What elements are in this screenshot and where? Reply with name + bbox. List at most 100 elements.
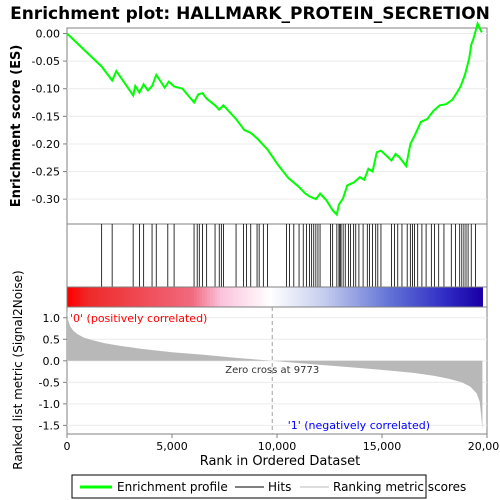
heat-bar-segment [204,287,208,307]
heat-bar-segment [311,287,315,307]
heat-bar-segment [144,287,149,307]
heat-bar-segment [381,287,385,307]
heat-bar-segment [435,287,439,307]
es-tick-label: -0.10 [32,83,60,96]
x-axis-label: Rank in Ordered Dataset [200,454,361,469]
heat-bar-segment [412,287,416,307]
legend: Enrichment profile Hits Ranking metric s… [71,474,466,499]
heat-bar-segment [230,287,234,307]
heat-bar-segment [466,287,470,307]
heat-bar-segment [318,287,323,307]
heat-bar-segment [269,287,273,307]
heat-bar-segment [150,287,154,307]
heat-bar-segment [126,287,130,307]
heat-bar-segment [98,287,102,307]
heat-bar-segment [176,287,180,307]
ranking-metric-area [67,309,483,430]
heat-bar-segment [471,287,476,307]
heat-bar-segment [100,287,104,307]
heat-bar-segment [209,287,213,307]
heat-bar-segment [82,287,86,307]
heat-bar-segment [285,287,289,307]
heat-bar-segment [279,287,284,307]
heat-bar-segment [396,287,400,307]
heat-bar-segment [474,287,478,307]
hit-markers [101,224,476,287]
heat-bar-segment [373,287,377,307]
heat-bar-segment [199,287,203,307]
heat-bar-segment [220,287,224,307]
heat-bar-segment [105,287,110,307]
heat-bar-segment [308,287,312,307]
heat-bar-segment [248,287,252,307]
heat-bar-segment [329,287,333,307]
heat-bar-segment [453,287,458,307]
es-y-axis-label: Enrichment score (ES) [9,45,24,208]
heat-bar-segment [355,287,359,307]
heat-bar-segment [137,287,141,307]
heat-bar-segment [362,287,367,307]
heat-bar-segment [124,287,128,307]
heat-bar-segment [456,287,460,307]
heat-bar-segment [407,287,411,307]
heat-bar-segment [292,287,297,307]
legend-enrichment-label: Enrichment profile [117,480,228,494]
heat-bar-segment [386,287,390,307]
heat-bar-segment [214,287,219,307]
metric-y-ticks: 1.0 0.5 0.0 -0.5 -1.0 -1.5 [39,312,67,432]
heat-bar-segment [326,287,330,307]
heat-bar-segment [430,287,434,307]
heat-bar-segment [344,287,348,307]
heat-bar-segment [79,287,84,307]
metric-tick-label: 0.5 [43,333,61,346]
heat-bar-segment [461,287,465,307]
legend-metric-label: Ranking metric scores [333,480,466,494]
heat-bar-segment [131,287,136,307]
heat-bar-segment [92,287,97,307]
heat-bar-segment [370,287,374,307]
heat-bar-segment [72,287,76,307]
x-tick-label: 0 [64,440,71,453]
heat-bar-segment [422,287,426,307]
hits-plot-area [66,223,488,288]
heat-bar-segment [383,287,387,307]
heat-bar-segment [168,287,172,307]
heat-bar-segment [401,287,406,307]
es-y-ticks: 0.00 -0.05 -0.10 -0.15 -0.20 -0.25 -0.30 [32,28,67,206]
metric-panel: 1.0 0.5 0.0 -0.5 -1.0 -1.5 0 5,000 10,000 15,000… [11,270,500,469]
heat-bar-segment [238,287,242,307]
heat-bar-segment [365,287,369,307]
heat-bar-segment [256,287,260,307]
heat-bar-segment [264,287,268,307]
heat-bar-segment [357,287,361,307]
metric-tick-label: 0.0 [43,355,61,368]
metric-tick-label: -1.0 [39,398,60,411]
heat-bar-segment [116,287,120,307]
heat-bar-segment [227,287,232,307]
x-tick-label: 10,000 [258,440,297,453]
metric-tick-label: -1.5 [39,419,60,432]
chart-title: Enrichment plot: HALLMARK_PROTEIN_SECRET… [10,4,490,24]
heat-bar-segment [375,287,380,307]
heat-bar-segment [225,287,229,307]
heat-bar-segment [246,287,250,307]
heat-bar-segment [352,287,356,307]
heat-bar-segment [186,287,190,307]
heat-bar-segment [295,287,299,307]
heat-bar-segment [479,287,483,307]
heat-bar-segment [433,287,437,307]
heat-bar-segment [163,287,167,307]
heat-bar-segment [321,287,325,307]
heat-bar-segment [181,287,185,307]
metric-tick-label: 1.0 [43,312,61,325]
heat-bar-segment [103,287,107,307]
heat-bar-segment [111,287,115,307]
heat-bar-segment [261,287,265,307]
heat-bar-segment [201,287,206,307]
heat-bar-segment [443,287,447,307]
heat-bar-segment [147,287,151,307]
x-tick-label: 15,000 [363,440,402,453]
heat-bar-segment [287,287,291,307]
heat-bar-segment [425,287,429,307]
